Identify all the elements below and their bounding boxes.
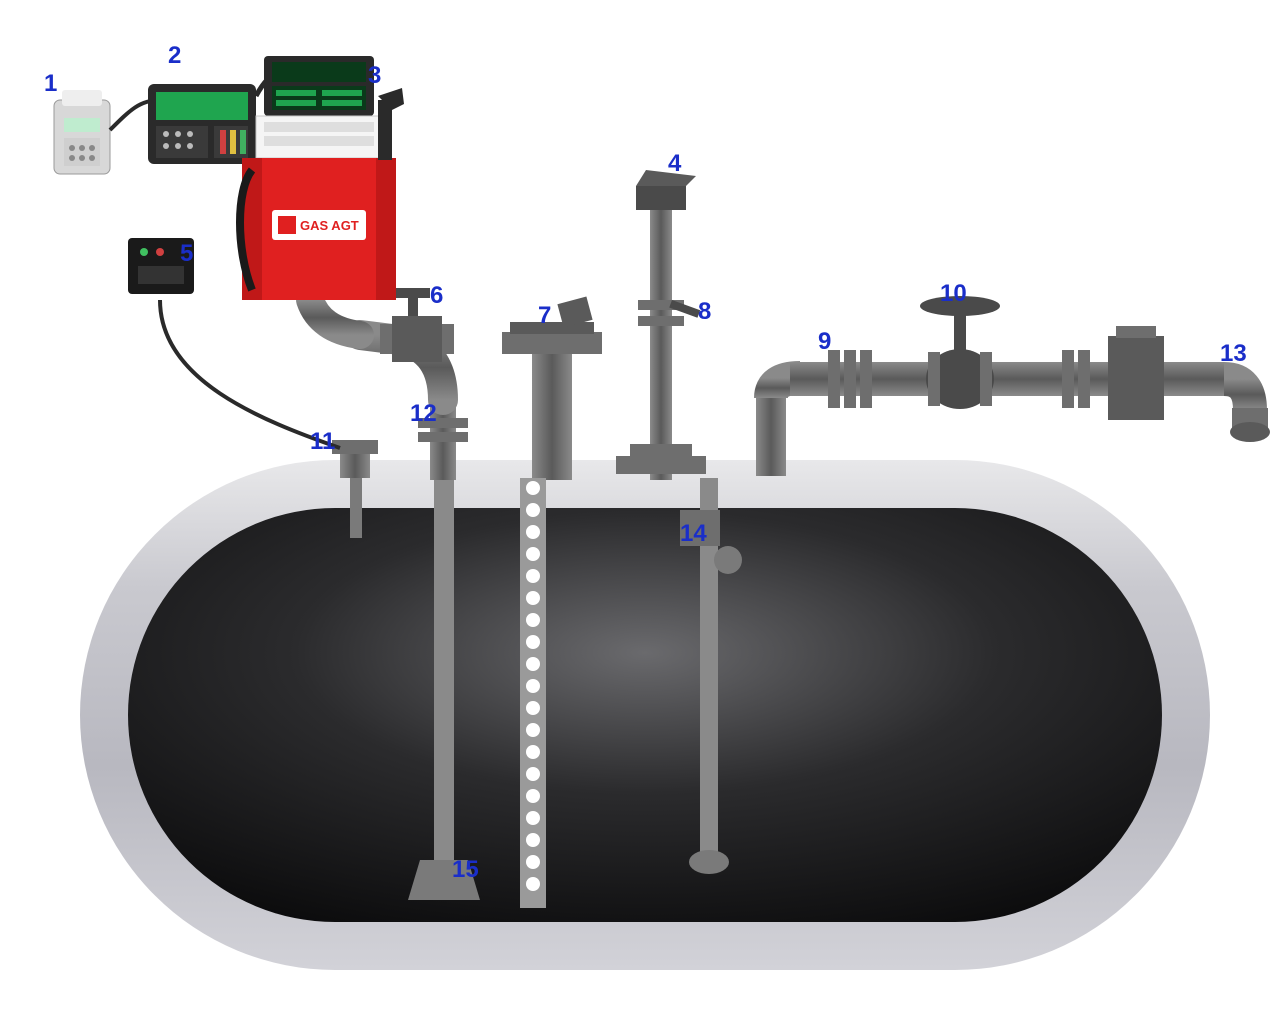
probe-dot <box>526 679 540 693</box>
probe-dot <box>526 701 540 715</box>
label-3: 3 <box>368 62 381 90</box>
tank-inner <box>128 508 1162 922</box>
probe-dot <box>526 569 540 583</box>
label-6: 6 <box>430 282 443 310</box>
probe-dot <box>526 767 540 781</box>
label-5: 5 <box>180 240 193 268</box>
probe-dot <box>526 855 540 869</box>
label-2: 2 <box>168 42 181 70</box>
pump-brand-text: GAS AGT <box>300 218 359 233</box>
label-14: 14 <box>680 520 707 548</box>
fuel-tank-diagram: { "colors": { "label": "#1a2ec9", "pipe"… <box>0 0 1284 1017</box>
fuel-dispenser: GAS AGT <box>240 56 404 300</box>
label-9: 9 <box>818 328 831 356</box>
label-15: 15 <box>452 856 479 884</box>
probe-dot <box>526 789 540 803</box>
label-1: 1 <box>44 70 57 98</box>
device-2-console <box>148 84 256 164</box>
label-10: 10 <box>940 280 967 308</box>
label-11: 11 <box>310 428 335 456</box>
label-13: 13 <box>1220 340 1247 368</box>
device-1-printer <box>54 90 110 174</box>
probe-dot <box>526 723 540 737</box>
probe-dot <box>526 613 540 627</box>
label-7: 7 <box>538 302 551 330</box>
probe-dot <box>526 657 540 671</box>
label-12: 12 <box>410 400 437 428</box>
probe-dot <box>526 591 540 605</box>
probe-dot <box>526 525 540 539</box>
probe-dot <box>526 547 540 561</box>
probe-dot <box>526 503 540 517</box>
probe-dot <box>526 833 540 847</box>
label-8: 8 <box>698 298 711 326</box>
label-4: 4 <box>668 150 681 178</box>
probe-dot <box>526 481 540 495</box>
probe-dot <box>526 877 540 891</box>
probe-dot <box>526 635 540 649</box>
probe-dot <box>526 745 540 759</box>
probe-dot <box>526 811 540 825</box>
diagram-svg: GAS AGT <box>0 0 1284 1017</box>
